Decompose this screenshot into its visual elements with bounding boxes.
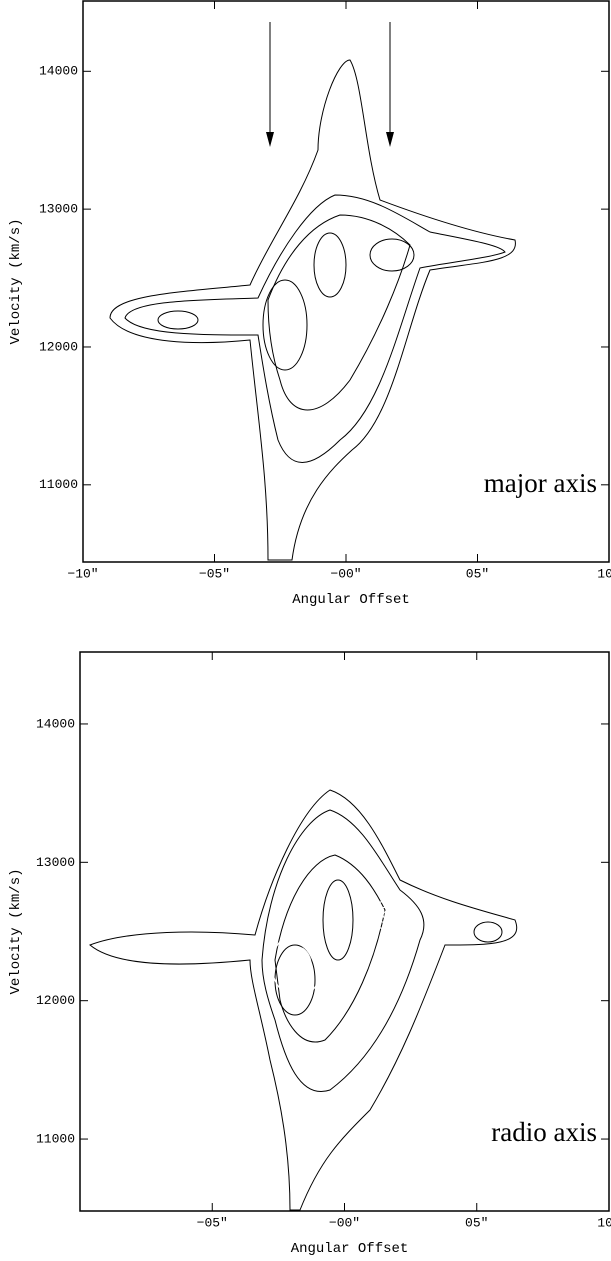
x-axis-label: Angular Offset [292,592,410,608]
x-axis-label: Angular Offset [291,1241,409,1257]
x-tick-label: −10″ [67,566,98,581]
y-tick-label: 12000 [36,993,75,1008]
y-tick-label: 11000 [39,477,78,492]
x-tick-label: −05″ [197,1215,228,1230]
x-tick-label: −00″ [330,566,361,581]
x-tick-label: 10″ [597,1215,611,1230]
y-tick-label: 14000 [39,64,78,79]
pv-image-bottom [89,789,518,1211]
annotation: major axis [484,468,597,498]
y-tick-label: 13000 [36,855,75,870]
x-tick-label: 10″ [597,566,611,581]
x-tick-label: −00″ [329,1215,360,1230]
pv-image-top [109,22,516,561]
y-tick-label: 11000 [36,1131,75,1146]
y-tick-label: 13000 [39,202,78,217]
x-tick-label: −05″ [199,566,230,581]
annotation: radio axis [491,1117,597,1147]
x-tick-label: 05″ [466,566,489,581]
y-axis-label: Velocity (km/s) [8,868,24,994]
x-tick-label: 05″ [465,1215,488,1230]
y-axis-label: Velocity (km/s) [8,218,24,344]
y-tick-label: 12000 [39,339,78,354]
y-tick-label: 14000 [36,716,75,731]
